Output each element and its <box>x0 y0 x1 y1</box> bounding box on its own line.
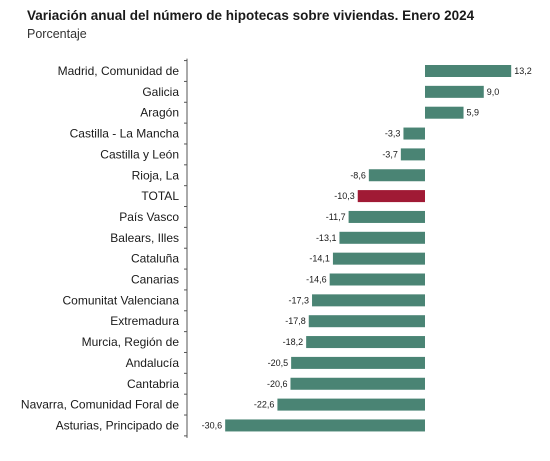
value-label: -10,3 <box>334 191 355 201</box>
bar <box>400 148 425 161</box>
category-label: Madrid, Comunidad de <box>58 64 180 78</box>
bar <box>425 65 512 77</box>
category-label: Galicia <box>142 85 179 99</box>
category-label: Extremadura <box>110 314 179 328</box>
value-label: -3,3 <box>385 129 401 139</box>
chart-title: Variación anual del número de hipotecas … <box>27 8 475 23</box>
value-label: -3,7 <box>382 149 398 159</box>
bar <box>277 398 425 411</box>
category-label: Asturias, Principado de <box>56 418 180 432</box>
bar <box>348 210 425 223</box>
category-label: Andalucía <box>126 356 180 370</box>
bar <box>425 85 484 98</box>
category-label: País Vasco <box>119 210 179 224</box>
bar <box>308 315 425 328</box>
value-label: 9,0 <box>487 87 500 97</box>
category-label: Castilla - La Mancha <box>70 127 180 141</box>
category-label: Navarra, Comunidad Foral de <box>21 398 179 412</box>
value-label: -11,7 <box>326 212 346 222</box>
bar <box>225 419 425 432</box>
chart-subtitle: Porcentaje <box>27 27 87 41</box>
bar <box>368 169 425 182</box>
bar <box>291 356 425 369</box>
category-label: Aragón <box>140 106 179 120</box>
category-label: Castilla y León <box>100 147 179 161</box>
category-label: TOTAL <box>141 189 179 203</box>
category-label: Rioja, La <box>132 168 180 182</box>
bar <box>332 252 425 265</box>
category-label: Cataluña <box>131 252 179 266</box>
value-label: -14,1 <box>309 254 330 264</box>
value-label: -14,6 <box>306 275 327 285</box>
bar <box>329 273 425 286</box>
value-label: -17,3 <box>289 295 310 305</box>
value-label: 13,2 <box>514 66 532 76</box>
value-label: -17,8 <box>285 316 306 326</box>
value-label: 5,9 <box>467 108 480 118</box>
bar <box>403 127 425 140</box>
bar <box>425 106 464 119</box>
bar <box>306 336 425 349</box>
category-label: Comunitat Valenciana <box>62 293 179 307</box>
value-label: -30,6 <box>202 420 223 430</box>
value-label: -20,6 <box>267 379 288 389</box>
category-label: Cantabria <box>127 377 179 391</box>
category-label: Murcia, Región de <box>82 335 180 349</box>
bar <box>290 377 425 390</box>
bar <box>339 231 425 244</box>
value-label: -8,6 <box>350 170 366 180</box>
bar <box>357 190 425 203</box>
value-label: -13,1 <box>316 233 337 243</box>
category-label: Canarias <box>131 273 179 287</box>
category-label: Balears, Illes <box>110 231 179 245</box>
value-label: -18,2 <box>283 337 304 347</box>
value-label: -20,5 <box>268 358 289 368</box>
bar <box>312 294 425 307</box>
value-label: -22,6 <box>254 400 275 410</box>
